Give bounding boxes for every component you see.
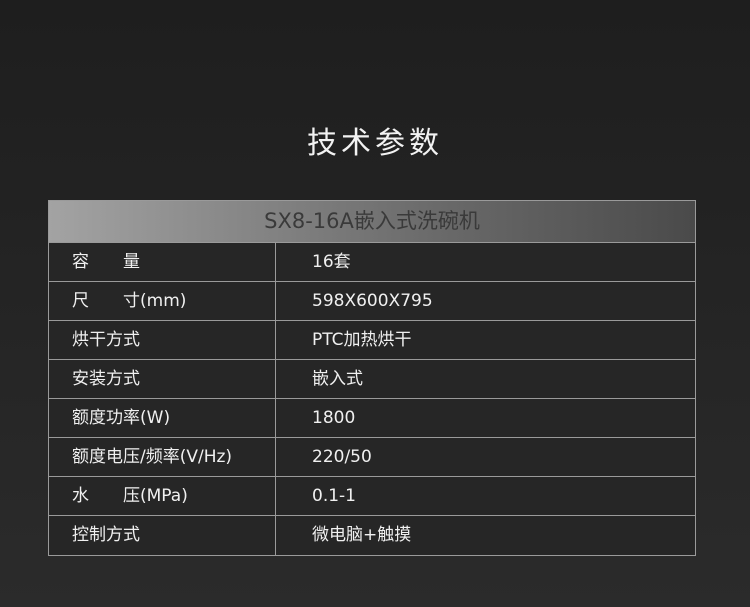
spec-label: 控制方式 — [49, 516, 276, 555]
table-row: 额度功率(W) 1800 — [49, 399, 695, 438]
table-row: 控制方式 微电脑+触摸 — [49, 516, 695, 555]
spec-value: 1800 — [312, 408, 356, 428]
table-row: 容 量 16套 — [49, 243, 695, 282]
spec-label: 额度功率(W) — [49, 399, 276, 437]
page-title: 技术参数 — [307, 126, 443, 161]
spec-label: 烘干方式 — [49, 321, 276, 359]
spec-label: 尺 寸(mm) — [49, 282, 276, 320]
spec-value: 16套 — [312, 252, 351, 272]
table-header: SX8-16A嵌入式洗碗机 — [49, 201, 695, 243]
table-row: 水 压(MPa) 0.1-1 — [49, 477, 695, 516]
spec-value: 嵌入式 — [312, 369, 363, 389]
spec-label: 容 量 — [49, 243, 276, 281]
spec-value: 598X600X795 — [312, 291, 433, 311]
spec-value: 220/50 — [312, 447, 372, 467]
spec-value: 微电脑+触摸 — [312, 525, 412, 545]
spec-value: 0.1-1 — [312, 486, 356, 506]
table-row: 安装方式 嵌入式 — [49, 360, 695, 399]
table-row: 烘干方式 PTC加热烘干 — [49, 321, 695, 360]
spec-value: PTC加热烘干 — [312, 330, 412, 350]
spec-label: 额度电压/频率(V/Hz) — [49, 438, 276, 476]
table-row: 尺 寸(mm) 598X600X795 — [49, 282, 695, 321]
spec-table: SX8-16A嵌入式洗碗机 容 量 16套尺 寸(mm) 598X600X795 烘干… — [48, 200, 696, 556]
spec-label: 安装方式 — [49, 360, 276, 398]
table-row: 额度电压/频率(V/Hz) 220/50 — [49, 438, 695, 477]
spec-label: 水 压(MPa) — [49, 477, 276, 515]
